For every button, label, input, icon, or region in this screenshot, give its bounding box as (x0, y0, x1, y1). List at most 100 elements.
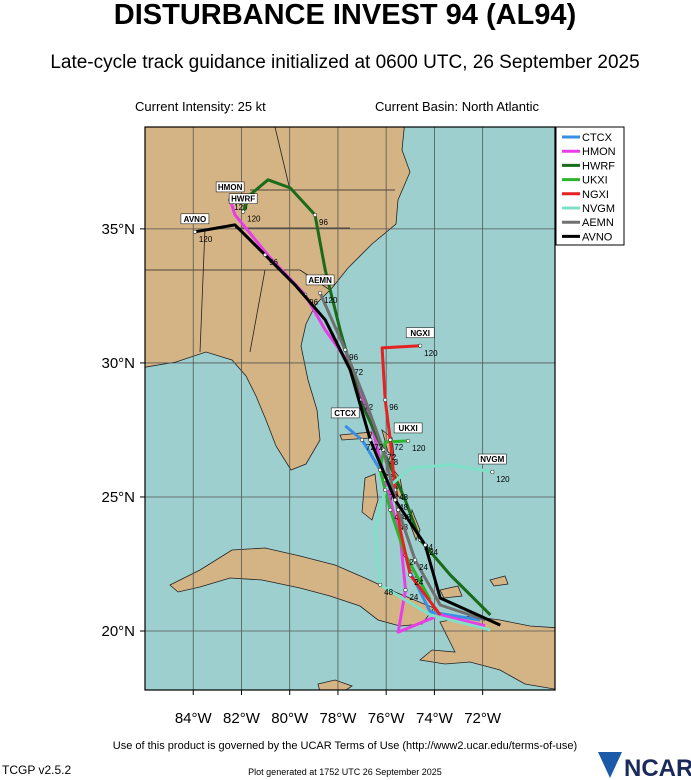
y-tick-label: 35°N (101, 221, 135, 238)
y-tick-label: 30°N (101, 355, 135, 372)
x-tick-label: 74°W (416, 710, 454, 727)
x-tick-label: 76°W (368, 710, 406, 727)
tau-point (192, 229, 197, 234)
tau-point (406, 438, 411, 443)
version: TCGP v2.5.2 (2, 763, 71, 777)
legend: CTCX HMON HWRF UKXI NGXI NVGM AEMN AVNO (555, 126, 625, 246)
tau-label: 96 (269, 258, 278, 267)
x-tick-label: 84°W (175, 710, 213, 727)
tau-point (381, 447, 386, 452)
track-name: UKXI (399, 424, 418, 433)
track-line (194, 223, 501, 627)
tau-label: 24 (414, 578, 423, 587)
track-name-box (215, 181, 245, 193)
tau-point (388, 437, 393, 442)
tau-point (360, 437, 365, 442)
tau-point (343, 347, 348, 352)
tau-label: 96 (389, 403, 398, 412)
tau-point (490, 469, 495, 475)
tau-point (393, 497, 398, 502)
tracks: 244872CTCX24487296120HMON24487296120HWRF… (180, 178, 510, 634)
track-name: CTCX (334, 409, 356, 418)
legend-label: CTCX (582, 132, 613, 144)
y-tick-label: 20°N (101, 623, 135, 640)
track-line (373, 463, 493, 632)
tau-label: 24 (409, 558, 418, 567)
tau-point (408, 572, 413, 578)
tau-point (312, 212, 318, 217)
track-name: NGXI (410, 329, 430, 338)
tau-point (241, 209, 246, 214)
tau-point (383, 397, 388, 402)
tau-label: 48 (399, 503, 408, 512)
tau-point (403, 587, 408, 593)
tau-point (418, 343, 423, 348)
tau-label: 120 (247, 215, 261, 224)
track-name-box (405, 327, 435, 339)
legend-label: NGXI (582, 189, 609, 201)
track-name: AEMN (308, 276, 332, 285)
land-inagua (439, 585, 463, 599)
tau-label: 24 (424, 543, 433, 552)
tau-label: 72 (374, 443, 383, 452)
tau-point (423, 542, 428, 548)
title: DISTURBANCE INVEST 94 (AL94) (114, 0, 576, 31)
tau-label: 24 (409, 593, 418, 602)
legend-label: AVNO (582, 231, 613, 243)
tau-point (383, 487, 388, 493)
intensity: Current Intensity: 25 kt (135, 99, 266, 114)
x-tick-label: 72°W (464, 710, 502, 727)
x-tick-label: 82°W (223, 710, 261, 727)
tau-point (368, 437, 373, 442)
track-name: AVNO (184, 215, 207, 224)
track-name-box (478, 453, 507, 465)
track-name-box (180, 213, 210, 225)
legend-label: NVGM (582, 203, 615, 215)
tau-point (413, 557, 418, 563)
track-line (318, 292, 486, 622)
tau-point (388, 507, 393, 512)
track-name-box (305, 274, 335, 286)
tau-label: 120 (199, 235, 213, 244)
map-frame (144, 126, 556, 691)
subtitle: Late-cycle track guidance initialized at… (50, 52, 639, 73)
logo: NCAR (598, 752, 691, 780)
track-name-box (393, 422, 423, 434)
tau-label: 72 (387, 453, 396, 462)
legend-label: UKXI (582, 175, 608, 187)
tau-label: 120 (234, 203, 248, 212)
tau-label: 72 (394, 443, 403, 452)
track-line (380, 344, 442, 616)
tau-label: 72 (354, 368, 363, 377)
tau-label: 72 (366, 443, 375, 452)
tau-label: 48 (399, 493, 408, 502)
x-tick-label: 80°W (271, 710, 309, 727)
logo-mark (598, 752, 622, 778)
tau-point (318, 290, 323, 296)
land-jamaica (317, 679, 353, 690)
map-background (145, 127, 555, 690)
legend-label: HMON (582, 146, 616, 158)
legend-label: HWRF (582, 160, 615, 172)
tau-label: 120 (324, 296, 338, 305)
tau-label: 48 (384, 588, 393, 597)
legend-box (555, 126, 625, 246)
land-hispaniola (419, 615, 555, 690)
tau-label: 120 (424, 349, 438, 358)
basin: Current Basin: North Atlantic (375, 99, 540, 114)
tau-label: 24 (419, 563, 428, 572)
logo-text: NCAR (624, 755, 691, 780)
track-name: NVGM (480, 455, 504, 464)
axes: 84°W 82°W 80°W 78°W 76°W 74°W 72°W 20°N 25°N 30°N… (101, 221, 501, 727)
tau-label: 96 (349, 353, 358, 362)
track-name: HWRF (231, 195, 255, 204)
tau-label: 120 (412, 444, 426, 453)
track-name-box (228, 193, 258, 204)
generated: Plot generated at 1752 UTC 26 September … (248, 767, 442, 777)
track-name: HMON (218, 183, 243, 192)
tau-label: 96 (319, 218, 328, 227)
terms: Use of this product is governed by the U… (113, 740, 577, 752)
tau-point (378, 582, 383, 587)
track-name-box (330, 407, 360, 419)
